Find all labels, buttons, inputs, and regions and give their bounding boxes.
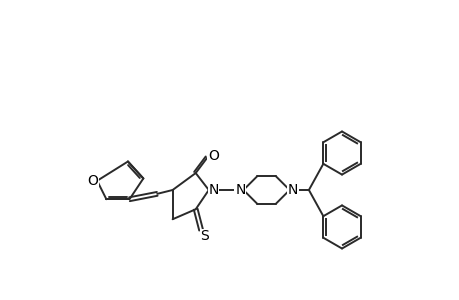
Text: N: N — [287, 183, 297, 197]
Text: N: N — [235, 183, 245, 197]
Text: S: S — [200, 229, 209, 243]
Text: N: N — [208, 183, 218, 197]
Text: O: O — [87, 174, 98, 188]
Text: O: O — [207, 149, 218, 163]
